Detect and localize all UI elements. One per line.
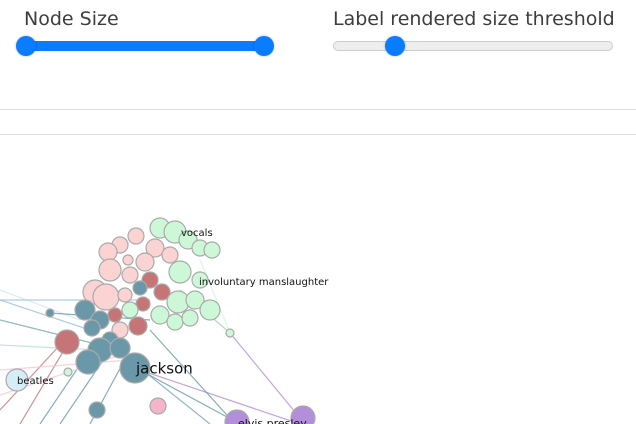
graph: vocals involuntary manslaughter jackson bea… [0, 217, 329, 424]
node [88, 401, 106, 419]
label-threshold-handle[interactable] [385, 36, 405, 56]
edge [0, 319, 101, 346]
node-size-max-handle[interactable] [254, 36, 274, 56]
node [153, 283, 171, 301]
node-size-min-handle[interactable] [16, 36, 36, 56]
node [166, 313, 184, 331]
edge [0, 344, 101, 351]
node [119, 352, 151, 384]
node [224, 409, 250, 424]
node [181, 309, 199, 327]
node [92, 283, 120, 311]
node [98, 258, 122, 282]
label-threshold-label: Label rendered size threshold [333, 8, 615, 30]
node [135, 252, 155, 272]
node [290, 405, 316, 424]
node [107, 307, 123, 323]
node [132, 280, 148, 296]
node [5, 368, 29, 392]
edge [139, 369, 301, 424]
node-size-label: Node Size [24, 8, 119, 30]
node [121, 301, 139, 319]
edge [139, 369, 241, 424]
node [122, 254, 134, 266]
node [203, 241, 221, 259]
edge [0, 344, 61, 411]
edge [0, 299, 91, 331]
node [74, 299, 96, 321]
edge [199, 259, 231, 334]
node [149, 397, 167, 415]
node-label: jackson [135, 360, 193, 378]
node-size-track[interactable] [26, 41, 264, 51]
node [185, 290, 205, 310]
separator [0, 109, 636, 110]
node [45, 308, 55, 318]
node [145, 238, 165, 258]
node [225, 328, 235, 338]
edge [149, 329, 236, 424]
node [83, 319, 101, 337]
separator [0, 134, 636, 135]
node-label: vocals [181, 228, 213, 239]
node-label: beatles [17, 376, 54, 387]
node [117, 287, 133, 303]
edge [0, 289, 81, 321]
node [161, 246, 179, 264]
node [150, 305, 170, 325]
node-label: involuntary manslaughter [199, 277, 329, 288]
node [191, 271, 209, 289]
node [75, 349, 101, 375]
edge [229, 332, 301, 419]
edge [19, 339, 71, 424]
node [127, 227, 145, 245]
label-threshold-track[interactable] [333, 41, 613, 51]
node [199, 299, 221, 321]
node [54, 329, 80, 355]
node [168, 260, 192, 284]
node [128, 316, 148, 336]
edge [0, 359, 131, 371]
node [109, 337, 131, 359]
node-label: elvis presley [238, 417, 307, 424]
node [98, 242, 118, 262]
node [121, 266, 139, 284]
node [63, 367, 73, 377]
